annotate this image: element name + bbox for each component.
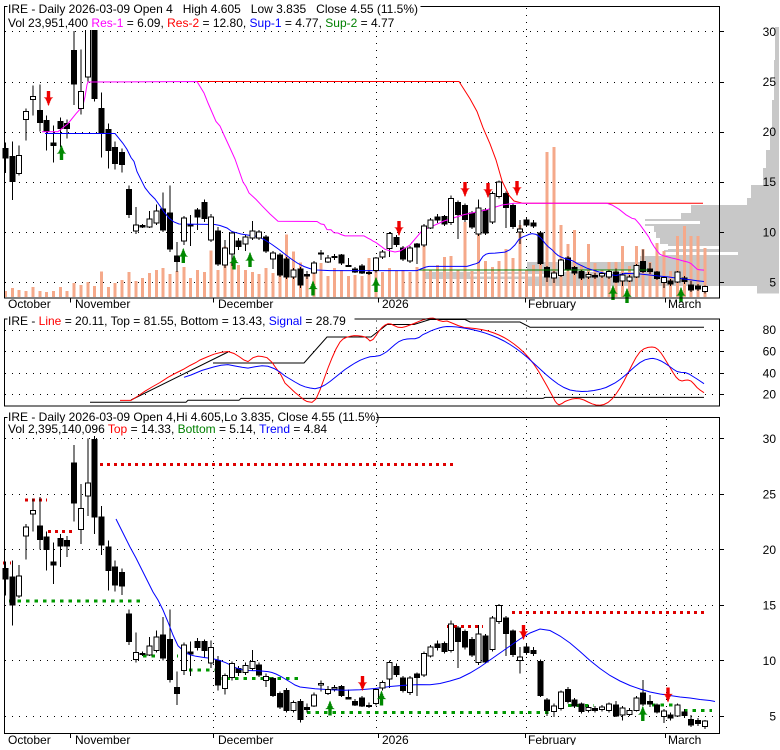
svg-text:Vol 23,951,400 Res-1 = 6.09, R: Vol 23,951,400 Res-1 = 6.09, Res-2 = 12.… <box>8 16 395 30</box>
svg-text:80: 80 <box>763 323 777 337</box>
svg-text:5: 5 <box>769 275 776 289</box>
svg-text:December: December <box>218 733 273 745</box>
svg-text:Vol 2,395,140,096 Top = 14.33,: Vol 2,395,140,096 Top = 14.33, Bottom = … <box>8 422 327 436</box>
svg-text:November: November <box>75 297 130 311</box>
svg-text:March: March <box>668 297 701 311</box>
svg-text:IRE - Daily 2026-03-09 Open 4,: IRE - Daily 2026-03-09 Open 4,Hi 4.605,L… <box>8 410 379 424</box>
svg-text:15: 15 <box>763 175 777 189</box>
svg-text:20: 20 <box>763 387 777 401</box>
svg-text:February: February <box>528 733 576 745</box>
svg-text:10: 10 <box>763 654 777 668</box>
svg-text:2026: 2026 <box>382 733 409 745</box>
svg-text:30: 30 <box>763 432 777 446</box>
svg-text:2026: 2026 <box>382 297 409 311</box>
svg-text:December: December <box>218 297 273 311</box>
svg-text:10: 10 <box>763 225 777 239</box>
svg-text:20: 20 <box>763 543 777 557</box>
svg-text:20: 20 <box>763 125 777 139</box>
svg-text:IRE - Line = 20.11, Top = 81.5: IRE - Line = 20.11, Top = 81.55, Bottom … <box>8 314 346 328</box>
svg-text:October: October <box>8 297 51 311</box>
svg-text:IRE - Daily 2026-03-09 Open 4: IRE - Daily 2026-03-09 Open 4 High 4.605… <box>8 2 418 16</box>
svg-text:November: November <box>75 733 130 745</box>
svg-text:March: March <box>668 733 701 745</box>
svg-text:25: 25 <box>763 75 777 89</box>
svg-text:February: February <box>528 297 576 311</box>
svg-text:30: 30 <box>763 25 777 39</box>
svg-text:5: 5 <box>769 709 776 723</box>
svg-text:60: 60 <box>763 345 777 359</box>
svg-text:15: 15 <box>763 598 777 612</box>
svg-text:25: 25 <box>763 487 777 501</box>
svg-text:October: October <box>8 733 51 745</box>
svg-text:40: 40 <box>763 366 777 380</box>
